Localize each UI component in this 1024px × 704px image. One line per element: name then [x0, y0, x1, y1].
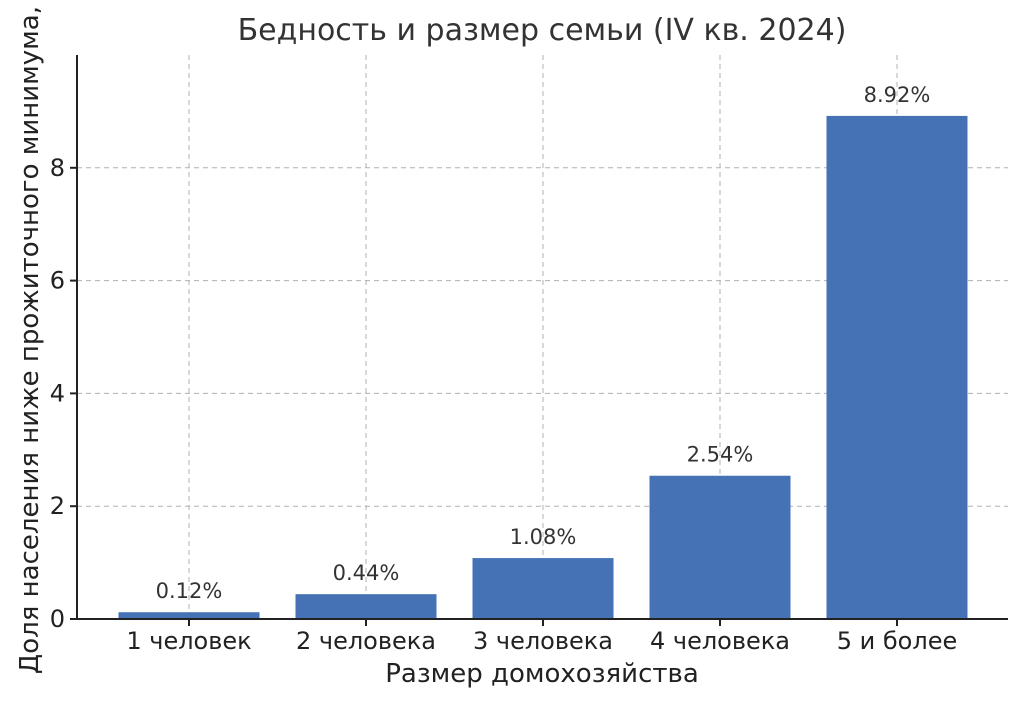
chart-title: Бедность и размер семьи (IV кв. 2024)	[238, 13, 847, 48]
x-axis-label: Размер домохозяйства	[385, 659, 699, 689]
x-tick-label: 5 и более	[837, 627, 957, 655]
y-tick-label: 4	[50, 379, 65, 407]
bar-data-label: 0.12%	[156, 579, 223, 603]
bar	[826, 115, 968, 620]
y-tick-label: 6	[50, 267, 65, 295]
bar	[472, 558, 614, 619]
y-tick-label: 0	[50, 605, 65, 633]
x-tick-label: 2 человека	[296, 627, 436, 655]
bar	[295, 594, 437, 619]
y-tick-label: 8	[50, 154, 65, 182]
x-tick-label: 4 человека	[650, 627, 790, 655]
y-axis-ticks: 0 2 4 6 8	[50, 154, 77, 633]
bar	[118, 612, 260, 619]
bar-data-label: 2.54%	[687, 443, 754, 467]
x-tick-label: 1 человек	[126, 627, 251, 655]
y-axis-label: Доля населения ниже прожиточного минимум…	[15, 6, 45, 674]
x-axis-ticks: 1 человек 2 человека 3 человека 4 человека 5…	[126, 619, 957, 655]
bar-data-label: 0.44%	[333, 561, 400, 585]
bar-data-label: 8.92%	[864, 83, 931, 107]
bar-data-label: 1.08%	[510, 525, 577, 549]
x-tick-label: 3 человека	[473, 627, 613, 655]
y-tick-label: 2	[50, 492, 65, 520]
bars	[118, 115, 968, 620]
bar	[649, 475, 791, 619]
data-labels: 0.12% 0.44% 1.08% 2.54% 8.92%	[156, 83, 931, 603]
